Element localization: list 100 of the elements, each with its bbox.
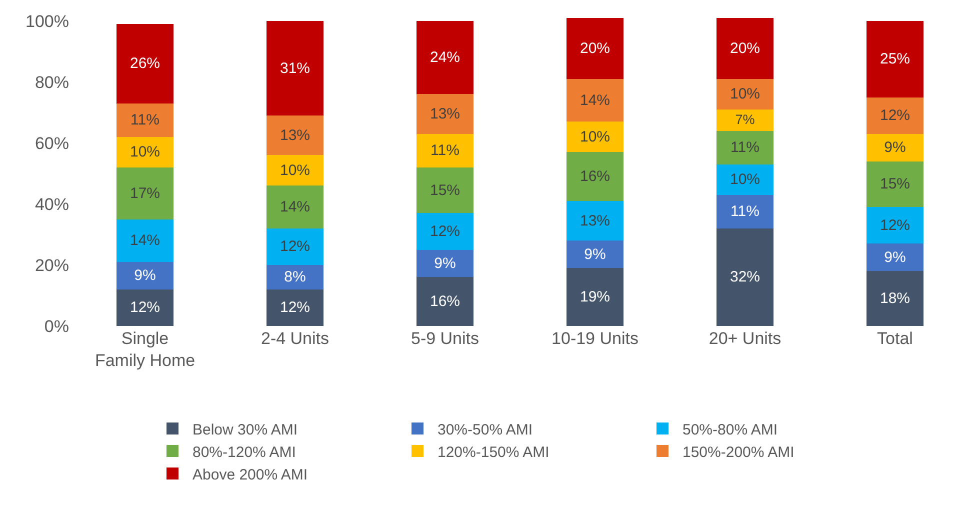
data-label: 12% bbox=[880, 107, 910, 124]
bar bbox=[866, 134, 924, 162]
legend-label: 30%-50% AMI bbox=[438, 421, 533, 438]
data-label: 14% bbox=[280, 198, 310, 216]
y-tick-label: 20% bbox=[34, 256, 69, 275]
data-label: 8% bbox=[284, 268, 306, 286]
bar bbox=[266, 155, 324, 186]
bar bbox=[716, 194, 774, 228]
data-label: 10% bbox=[730, 171, 760, 188]
bar bbox=[716, 109, 774, 131]
legend-label: Above 200% AMI bbox=[192, 466, 308, 484]
bar bbox=[866, 161, 924, 208]
data-label: 13% bbox=[580, 212, 610, 230]
bar bbox=[266, 21, 324, 116]
bar bbox=[866, 244, 924, 272]
bar bbox=[566, 122, 624, 152]
bar bbox=[266, 265, 324, 290]
legend-label: 150%-200% AMI bbox=[682, 444, 794, 461]
data-label: 12% bbox=[130, 299, 160, 316]
bar bbox=[116, 136, 174, 168]
bar bbox=[416, 277, 474, 326]
legend-label: Below 30% AMI bbox=[192, 421, 298, 438]
data-label: 25% bbox=[880, 50, 910, 68]
bar bbox=[266, 186, 324, 228]
bar bbox=[416, 250, 474, 278]
bar bbox=[866, 21, 924, 98]
data-label: 10% bbox=[730, 86, 760, 103]
data-label: 12% bbox=[280, 299, 310, 316]
legend-label: 50%-80% AMI bbox=[682, 421, 778, 438]
data-label: 11% bbox=[430, 142, 460, 160]
y-tick-label: 60% bbox=[34, 134, 69, 153]
bar bbox=[866, 207, 924, 244]
data-label: 14% bbox=[130, 232, 160, 250]
bar bbox=[866, 97, 924, 134]
data-label: 20% bbox=[580, 40, 610, 57]
bar bbox=[716, 18, 774, 79]
x-tick-label: 2-4 Units bbox=[260, 329, 330, 348]
y-tick-label: 80% bbox=[34, 72, 69, 92]
data-label: 9% bbox=[884, 248, 906, 266]
data-label: 19% bbox=[580, 288, 610, 306]
y-tick-label: 40% bbox=[34, 194, 69, 214]
bar bbox=[116, 103, 174, 137]
data-label: 13% bbox=[280, 126, 310, 144]
data-label: 26% bbox=[130, 55, 160, 72]
data-label: 9% bbox=[584, 246, 606, 263]
data-label: 9% bbox=[134, 267, 156, 284]
bar bbox=[116, 167, 174, 220]
data-label: 13% bbox=[430, 106, 460, 123]
data-label: 15% bbox=[430, 182, 460, 199]
bar bbox=[416, 213, 474, 250]
x-tick-label: 20+ Units bbox=[708, 329, 782, 348]
bar bbox=[566, 78, 624, 122]
data-label: 18% bbox=[880, 290, 910, 308]
y-tick-label: 0% bbox=[44, 316, 69, 336]
data-label: 7% bbox=[735, 112, 755, 128]
bar bbox=[116, 289, 174, 326]
bar bbox=[116, 262, 174, 290]
data-label: 12% bbox=[280, 238, 310, 256]
bar bbox=[266, 116, 324, 156]
data-label: 10% bbox=[580, 128, 610, 146]
data-label: 31% bbox=[280, 60, 310, 77]
legend-label: 120%-150% AMI bbox=[438, 444, 550, 461]
bar bbox=[416, 134, 474, 168]
bar bbox=[716, 228, 774, 326]
x-tick-label: 10-19 Units bbox=[552, 329, 638, 348]
bar bbox=[566, 240, 624, 268]
data-label: 10% bbox=[280, 162, 310, 179]
bar bbox=[866, 271, 924, 326]
bar bbox=[716, 130, 774, 164]
bar bbox=[266, 228, 324, 266]
data-label: 15% bbox=[880, 176, 910, 193]
data-label: 32% bbox=[730, 268, 760, 286]
data-label: 11% bbox=[730, 139, 760, 156]
x-tick-label: Single Family Home bbox=[94, 329, 196, 370]
data-label: 12% bbox=[430, 222, 460, 240]
data-label: 20% bbox=[730, 40, 760, 57]
bar bbox=[116, 24, 174, 104]
data-label: 9% bbox=[884, 139, 906, 156]
bar bbox=[566, 268, 624, 326]
bar bbox=[266, 289, 324, 326]
bar bbox=[116, 219, 174, 262]
data-label: 11% bbox=[730, 203, 760, 220]
bar bbox=[566, 200, 624, 241]
data-label: 9% bbox=[434, 254, 456, 272]
y-tick-label: 100% bbox=[26, 12, 69, 31]
data-label: 14% bbox=[580, 92, 610, 109]
bar bbox=[716, 164, 774, 195]
bar bbox=[716, 78, 774, 110]
data-label: 16% bbox=[580, 168, 610, 186]
x-tick-label: 5-9 Units bbox=[410, 329, 480, 348]
bar bbox=[416, 21, 474, 94]
data-label: 12% bbox=[880, 216, 910, 234]
data-label: 24% bbox=[430, 49, 460, 66]
bar bbox=[416, 94, 474, 134]
bar bbox=[566, 152, 624, 201]
data-label: 16% bbox=[430, 293, 460, 310]
x-tick-label: Total bbox=[877, 329, 913, 348]
data-label: 11% bbox=[130, 112, 160, 129]
legend-label: 80%-120% AMI bbox=[192, 444, 296, 461]
data-label: 10% bbox=[130, 144, 160, 161]
